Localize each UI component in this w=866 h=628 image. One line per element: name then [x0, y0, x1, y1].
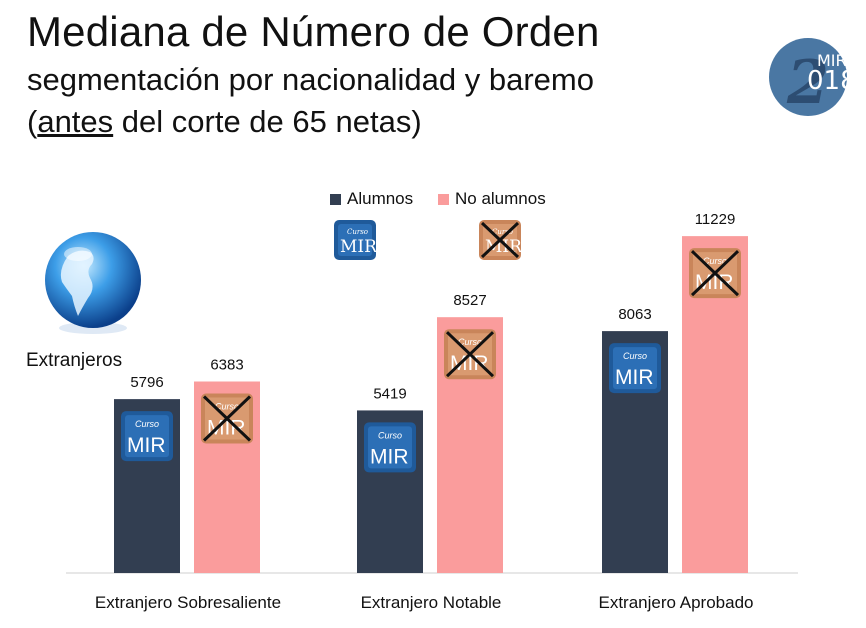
chart-subtitle: segmentación por nacionalidad y baremo [27, 62, 594, 97]
data-label: 8063 [618, 306, 651, 323]
legend-item-alumnos: Alumnos [330, 189, 413, 209]
bar-logo-crossed: Curso MIR [444, 329, 496, 380]
cross-line [445, 331, 495, 378]
data-label: 8527 [453, 292, 486, 309]
logo-main-text: MIR [370, 445, 409, 468]
cross-line [202, 395, 252, 442]
chart-title: Mediana de Número de Orden [27, 8, 600, 55]
bar-alumnos-1 [357, 410, 423, 573]
cross-line [690, 250, 740, 297]
logo-main-text: MIR [207, 417, 246, 440]
data-label: 11229 [695, 211, 736, 228]
logo-main-text: MIR [127, 434, 166, 457]
logo-small-text: Curso [492, 228, 513, 236]
legend-logo-crossed: Curso MIR [479, 220, 522, 260]
bar-alumnos-0 [114, 399, 180, 573]
bar-logo-curso-mir: Curso MIR [364, 422, 416, 473]
cross-line [445, 331, 495, 378]
subtitle-underlined-word: antes [37, 104, 114, 139]
cross-line [690, 250, 740, 297]
bar-no-alumnos-0 [194, 381, 260, 573]
badge-bottom-text: 018 [807, 66, 851, 96]
category-label: Extranjero Aprobado [599, 593, 754, 612]
legend-item-no-alumnos: No alumnos [438, 189, 546, 209]
side-label-extranjeros: Extranjeros [26, 350, 123, 371]
data-label: 5419 [373, 385, 406, 402]
logo-small-text: Curso [378, 430, 402, 440]
legend-swatch-alumnos [330, 193, 341, 205]
bar-logo-curso-mir: Curso MIR [121, 411, 173, 462]
logo-small-text: Curso [347, 228, 368, 236]
legend-logo-curso-mir: Curso MIR [334, 220, 377, 260]
bar-no-alumnos-2 [682, 236, 748, 573]
badge-big-digit: 2 [786, 48, 829, 117]
cross-line [202, 395, 252, 442]
logo-small-text: Curso [215, 402, 239, 412]
logo-main-text: MIR [340, 237, 377, 257]
bar-logo-crossed: Curso MIR [689, 248, 741, 299]
data-label: 6383 [210, 357, 243, 374]
logo-small-text: Curso [458, 337, 482, 347]
logo-small-text: Curso [703, 256, 727, 266]
bar-alumnos-2 [602, 331, 668, 573]
bar-no-alumnos-1 [437, 317, 503, 573]
badge-top-text: MIR [817, 51, 847, 70]
category-label: Extranjero Notable [361, 593, 502, 612]
logo-main-text: MIR [615, 366, 654, 389]
logo-small-text: Curso [623, 351, 647, 361]
logo-small-text: Curso [135, 419, 159, 429]
globe-icon [45, 232, 141, 334]
chart-subtitle-line2: (antes del corte de 65 netas) [27, 104, 422, 140]
logo-main-text: MIR [695, 271, 734, 294]
bar-logo-curso-mir: Curso MIR [609, 343, 661, 394]
legend-label-alumnos: Alumnos [347, 189, 414, 208]
subtitle-open-paren: ( [27, 104, 38, 139]
bar-logo-crossed: Curso MIR [201, 393, 253, 444]
data-label: 5796 [130, 374, 163, 391]
mir-2018-badge: 2 MIR 018 [769, 38, 851, 117]
subtitle-rest: del corte de 65 netas) [113, 104, 422, 139]
legend-swatch-no-alumnos [438, 193, 449, 205]
logo-main-text: MIR [450, 352, 489, 375]
category-label: Extranjero Sobresaliente [95, 593, 281, 612]
legend-label-no-alumnos: No alumnos [455, 189, 546, 208]
